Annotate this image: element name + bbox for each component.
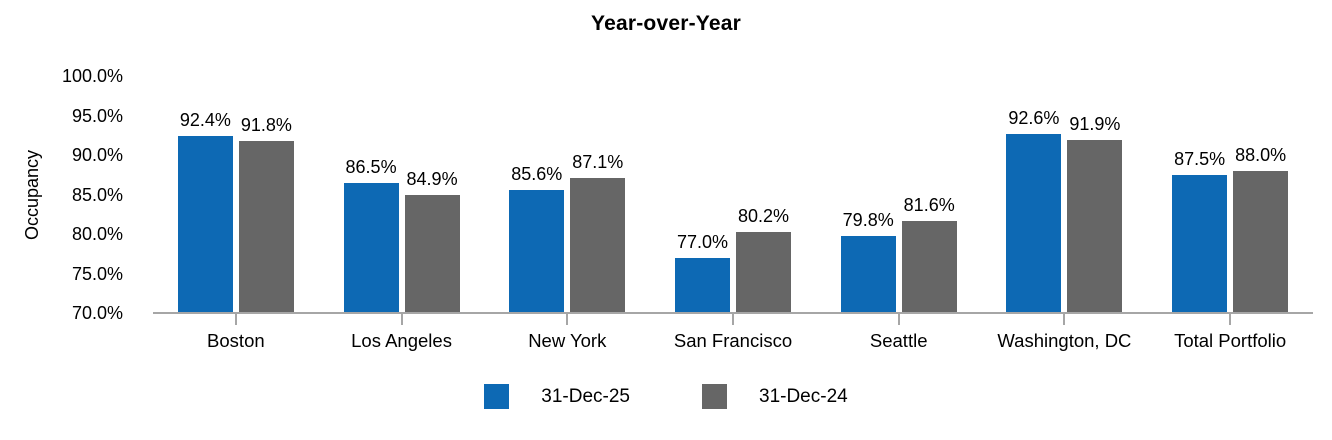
x-axis-tick xyxy=(1063,313,1066,325)
legend-item-31-Dec-24: 31-Dec-24 xyxy=(702,384,848,409)
bar-value-label: 91.9% xyxy=(1069,113,1121,134)
bar-value-label: 87.5% xyxy=(1174,148,1226,169)
x-category-label: Boston xyxy=(207,330,265,351)
x-category-label: Total Portfolio xyxy=(1174,330,1287,351)
chart-title: Year-over-Year xyxy=(591,12,741,35)
bar-31-Dec-25-Seattle xyxy=(840,235,896,312)
y-tick-label: 95.0% xyxy=(71,105,123,126)
x-axis-tick xyxy=(897,313,900,325)
x-axis-line xyxy=(153,312,1313,314)
bar-31-Dec-25-Washington, DC xyxy=(1006,134,1062,312)
y-tick-label: 100.0% xyxy=(61,66,123,86)
bar-value-label: 88.0% xyxy=(1235,144,1287,165)
bar-value-label: 81.6% xyxy=(903,195,955,216)
bar-31-Dec-24-San Francisco xyxy=(736,232,791,312)
bar-31-Dec-24-Boston xyxy=(238,140,294,312)
y-tick-label: 70.0% xyxy=(71,303,123,323)
bar-31-Dec-25-Boston xyxy=(177,136,233,312)
y-tick-label: 85.0% xyxy=(71,184,123,205)
legend-swatch xyxy=(702,384,727,409)
x-category-label: New York xyxy=(528,330,607,351)
x-axis-tick xyxy=(566,313,569,325)
bar-31-Dec-25-Los Angeles xyxy=(343,182,399,312)
bar-31-Dec-25-San Francisco xyxy=(675,257,730,312)
x-category-label: San Francisco xyxy=(673,330,793,351)
bar-value-label: 87.1% xyxy=(572,151,624,172)
bar-value-label: 80.2% xyxy=(737,206,790,227)
y-tick-label: 75.0% xyxy=(71,263,123,284)
legend-item-31-Dec-25: 31-Dec-25 xyxy=(484,384,630,409)
x-axis-tick xyxy=(1229,313,1232,325)
bar-31-Dec-24-Total Portfolio xyxy=(1233,170,1289,312)
legend-label: 31-Dec-24 xyxy=(759,385,848,407)
bar-value-label: 91.8% xyxy=(240,114,292,135)
bar-value-label: 85.6% xyxy=(511,163,563,184)
bar-31-Dec-24-Seattle xyxy=(901,221,957,312)
bar-value-label: 77.0% xyxy=(676,231,729,252)
bar-31-Dec-25-Total Portfolio xyxy=(1172,174,1228,312)
bar-value-label: 86.5% xyxy=(345,156,397,177)
bar-31-Dec-24-Washington, DC xyxy=(1067,139,1123,312)
bar-31-Dec-25-New York xyxy=(509,189,565,312)
legend: 31-Dec-25 31-Dec-24 xyxy=(0,384,1332,409)
x-category-label: Los Angeles xyxy=(351,330,452,351)
x-axis-tick xyxy=(234,313,237,325)
x-axis-tick xyxy=(732,313,734,325)
bar-value-label: 92.4% xyxy=(179,110,231,131)
x-category-label: Seattle xyxy=(869,330,928,351)
y-tick-label: 90.0% xyxy=(71,145,123,165)
legend-swatch xyxy=(484,384,510,409)
y-tick-label: 80.0% xyxy=(71,224,123,244)
x-category-label: Washington, DC xyxy=(997,330,1132,351)
bar-value-label: 84.9% xyxy=(406,169,458,190)
legend-label: 31-Dec-25 xyxy=(541,385,630,407)
bar-value-label: 79.8% xyxy=(842,209,894,230)
bar-31-Dec-24-New York xyxy=(570,177,626,312)
bar-31-Dec-24-Los Angeles xyxy=(404,195,460,312)
bar-value-label: 92.6% xyxy=(1008,108,1060,129)
x-axis-tick xyxy=(400,313,403,325)
y-axis-title: Occupancy xyxy=(22,149,42,241)
